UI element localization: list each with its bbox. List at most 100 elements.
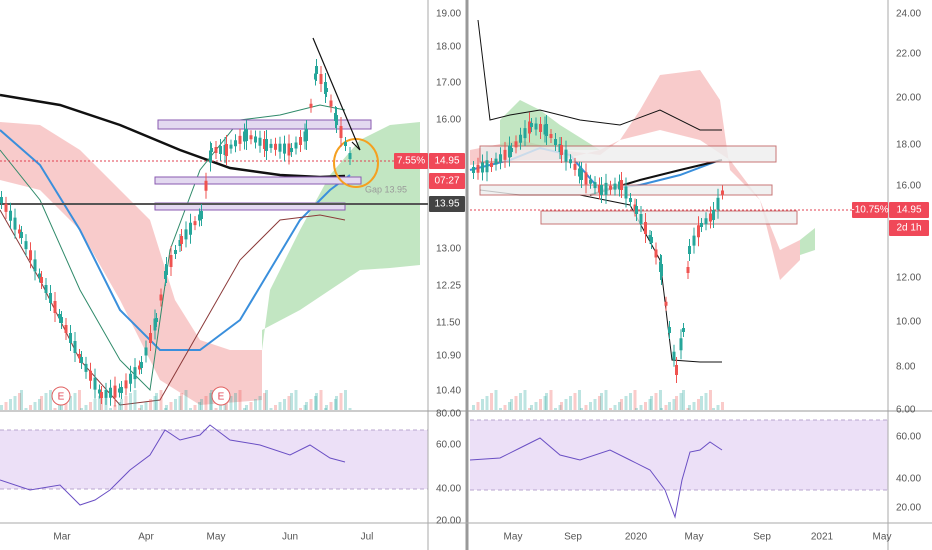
candle-body xyxy=(69,333,72,343)
candle-body xyxy=(523,128,527,139)
badge-text: 14.95 xyxy=(434,156,459,167)
candle-body xyxy=(89,370,92,381)
volume-bar xyxy=(299,408,302,410)
candle-body xyxy=(13,217,17,230)
volume-bar xyxy=(254,399,257,410)
price-badge: 13.95 xyxy=(429,196,465,212)
volume-bar xyxy=(514,396,518,410)
candle-body xyxy=(635,206,638,214)
volume-bar xyxy=(287,396,291,410)
volume-bar xyxy=(523,390,527,410)
volume-bar xyxy=(113,405,117,410)
candle-body xyxy=(274,143,277,150)
volume-bar xyxy=(98,396,101,410)
volume-bar xyxy=(210,390,213,410)
candle-body xyxy=(600,185,603,195)
volume-bar xyxy=(263,393,266,410)
candle-body xyxy=(219,146,222,154)
volume-bar xyxy=(539,399,542,410)
candle-body xyxy=(539,124,542,132)
volume-bar xyxy=(155,393,158,410)
badge-text: 2d 1h xyxy=(896,223,921,234)
volume-bar xyxy=(344,390,347,410)
candle-body xyxy=(153,318,157,331)
candle-body xyxy=(93,377,97,390)
volume-bar xyxy=(283,399,286,410)
candle-body xyxy=(499,154,502,163)
earnings-label: E xyxy=(218,392,225,403)
volume-bar xyxy=(618,402,621,410)
volume-bar xyxy=(650,396,653,410)
axis-label: 60.00 xyxy=(436,440,461,451)
volume-bar xyxy=(578,390,581,410)
volume-bar xyxy=(245,405,248,410)
candle-body xyxy=(314,73,317,80)
candle-body xyxy=(660,264,663,276)
volume-bar xyxy=(697,399,700,410)
volume-bar xyxy=(659,390,662,410)
volume-bar xyxy=(13,396,17,410)
candle-body xyxy=(20,232,23,238)
candle-body xyxy=(580,170,583,180)
volume-bar xyxy=(644,402,647,410)
volume-bar xyxy=(219,405,222,410)
time-label: May xyxy=(504,532,523,543)
badge-bg xyxy=(429,153,465,169)
volume-bar xyxy=(234,393,237,410)
volume-bar xyxy=(29,405,32,410)
badge-bg xyxy=(394,153,428,169)
volume-bar xyxy=(9,399,12,410)
volume-bar xyxy=(543,396,547,410)
volume-bar xyxy=(490,393,493,410)
rsi-band xyxy=(470,420,888,490)
candle-body xyxy=(672,351,676,360)
volume-bar xyxy=(214,408,218,410)
volume-bar xyxy=(564,399,568,410)
candle-body xyxy=(263,139,266,149)
candle-body xyxy=(697,225,700,238)
axis-label: 6.00 xyxy=(896,405,916,416)
volume-bar xyxy=(560,402,563,410)
candle-body xyxy=(44,285,48,293)
volume-bar xyxy=(53,408,57,410)
volume-bar xyxy=(613,405,617,410)
candle-body xyxy=(198,214,201,221)
candle-body xyxy=(184,229,188,240)
candle-body xyxy=(682,328,685,332)
candle-body xyxy=(688,246,691,254)
volume-bar xyxy=(620,399,623,410)
candle-body xyxy=(675,365,678,375)
candle-body xyxy=(18,229,21,234)
volume-bar xyxy=(274,405,277,410)
candle-body xyxy=(578,168,581,177)
axis-label: 24.00 xyxy=(896,9,921,20)
volume-bar xyxy=(164,408,167,410)
volume-bar xyxy=(189,408,192,410)
axis-label: 80.00 xyxy=(436,409,461,420)
volume-bar xyxy=(348,408,352,410)
volume-bar xyxy=(554,408,557,410)
volume-bar xyxy=(648,399,652,410)
volume-bar xyxy=(584,405,588,410)
candle-body xyxy=(629,198,632,202)
volume-bar xyxy=(165,405,168,410)
volume-bar xyxy=(198,402,201,410)
candle-body xyxy=(716,197,720,210)
axis-label: 20.00 xyxy=(436,516,461,527)
candle-body xyxy=(325,88,328,92)
axis-label: 16.00 xyxy=(896,181,921,192)
axis-label: 40.00 xyxy=(436,484,461,495)
candle-body xyxy=(189,222,192,235)
candle-body xyxy=(64,325,68,333)
candle-body xyxy=(305,129,308,141)
candle-body xyxy=(40,277,43,283)
time-label: May xyxy=(685,532,704,543)
candle-body xyxy=(604,182,608,195)
bollinger-upper xyxy=(0,104,346,392)
axis-label: 12.25 xyxy=(436,281,461,292)
price-badge: -10.75% xyxy=(851,202,889,218)
axis-label: 10.00 xyxy=(896,317,921,328)
candle-body xyxy=(53,301,57,313)
volume-bar xyxy=(69,396,72,410)
candle-body xyxy=(598,184,601,193)
